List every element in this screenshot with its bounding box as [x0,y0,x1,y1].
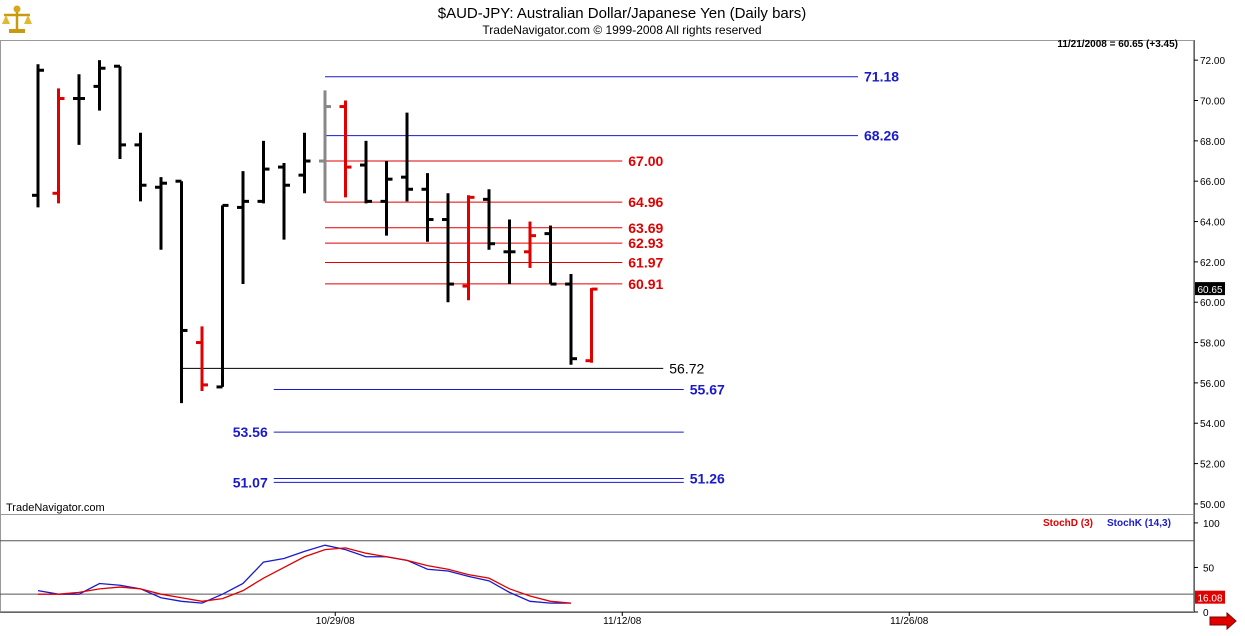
level-label: 60.91 [628,276,663,292]
level-label: 68.26 [864,128,899,144]
price-tick-label: 54.00 [1200,419,1225,430]
stoch-grid [0,540,1194,595]
level-label: 53.56 [233,424,268,440]
ohlc-bar [585,287,598,363]
price-tick-label: 52.00 [1200,460,1225,471]
ohlc-bar [134,132,147,202]
watermark: TradeNavigator.com [6,502,105,514]
date-tick-label: 11/26/08 [890,616,929,627]
level-label: 56.72 [669,360,704,376]
ohlc-bar [73,74,85,145]
ohlc-bar [380,161,393,236]
legend-stoch-k: StochK (14,3) [1107,518,1171,529]
stoch-last-tag: 16.08 [1195,590,1225,605]
stoch-last-label: 16.08 [1197,594,1222,605]
stoch-lines [37,544,572,604]
ohlc-bar [339,100,352,198]
stoch-k-line [37,544,571,604]
stoch-d-line [38,547,572,604]
stoch-tick-label: 0 [1203,608,1209,619]
ohlc-bar [114,64,126,160]
date-tick-label: 11/12/08 [603,616,642,627]
price-bars [32,60,598,404]
ohlc-bar [155,177,167,250]
scales-icon [2,5,32,33]
ohlc-bar [401,112,413,202]
price-tick-label: 70.00 [1200,97,1225,108]
price-tick-label: 50.00 [1200,500,1225,511]
ohlc-bar [524,221,536,268]
date-tick-label: 10/29/08 [316,616,355,627]
ohlc-bar [93,60,106,111]
stoch-axis: 100 50 0 [1194,519,1220,619]
price-tick-label: 68.00 [1200,137,1225,148]
level-label: 51.07 [233,474,268,490]
ohlc-bar [32,64,44,208]
ohlc-bar [360,140,372,204]
stoch-panel-frame [0,514,1194,612]
legend-stoch-d: StochD (3) [1043,518,1093,529]
price-panel-frame [0,40,1194,515]
price-tick-label: 72.00 [1200,56,1225,67]
ohlc-bar [442,193,454,303]
price-tick-label: 64.00 [1200,218,1225,229]
level-label: 61.97 [628,254,663,270]
ohlc-bar [237,171,249,285]
ohlc-bar [298,132,311,194]
ohlc-bar [257,140,270,204]
price-axis: 72.00 70.00 68.00 66.00 64.00 62.00 60.00 58.00… [1194,56,1225,511]
level-label: 63.69 [628,220,663,236]
ohlc-bar [175,179,188,404]
level-label: 64.96 [628,194,663,210]
level-label: 71.18 [864,69,899,85]
ohlc-bar [503,219,516,285]
ohlc-bar [544,225,557,286]
price-tick-label: 56.00 [1200,379,1225,390]
ohlc-bar [216,203,229,389]
ohlc-bar [278,163,290,240]
price-tick-label: 60.00 [1200,298,1225,309]
last-price-info: 11/21/2008 = 60.65 (+3.45) [1057,39,1178,50]
price-tick-label: 62.00 [1200,258,1225,269]
chart-title: $AUD-JPY: Australian Dollar/Japanese Yen… [438,5,807,22]
level-label: 62.93 [628,235,663,251]
ohlc-bar [462,195,475,301]
ohlc-bar [52,88,65,204]
stoch-tick-label: 50 [1203,563,1215,574]
chart-subtitle: TradeNavigator.com © 1999-2008 All right… [482,23,761,37]
last-price-tag: 60.65 [1195,282,1225,296]
ohlc-bar [565,273,577,365]
ohlc-bar [483,189,495,250]
date-axis: 10/29/08 11/12/08 11/26/08 [316,612,929,627]
ohlc-bar [319,90,331,202]
level-label: 67.00 [628,153,663,169]
stoch-tick-label: 100 [1203,519,1220,530]
scroll-right-arrow-icon[interactable] [1209,611,1237,631]
price-tick-label: 58.00 [1200,339,1225,350]
level-label: 55.67 [690,382,725,398]
level-label: 51.26 [690,471,725,487]
price-tick-label: 66.00 [1200,177,1225,188]
last-price-label: 60.65 [1197,285,1222,296]
ohlc-bar [421,173,434,242]
ohlc-bar [196,326,208,391]
